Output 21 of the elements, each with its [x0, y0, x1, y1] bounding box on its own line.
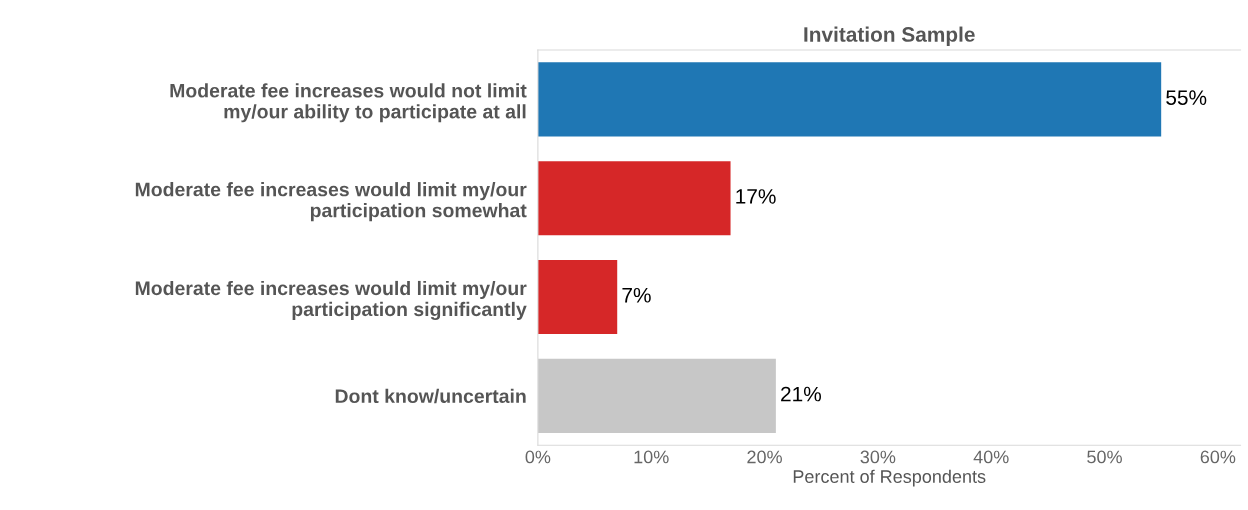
chart-title: Invitation Sample [804, 26, 975, 46]
x-tick-label: 0% [525, 450, 551, 464]
data-label: 55% [1166, 90, 1207, 105]
y-tick-label: Dont know/uncertain [335, 388, 526, 404]
x-tick-label: 50% [1087, 450, 1122, 464]
x-tick-label: 10% [634, 450, 669, 464]
data-label: 21% [781, 386, 821, 402]
x-tick-label: 40% [973, 450, 1009, 464]
data-label: 7% [622, 287, 651, 303]
bar [537, 62, 1162, 137]
bar [537, 358, 776, 433]
bar [537, 259, 618, 335]
x-tick-label: 30% [860, 450, 896, 464]
bar [537, 161, 731, 236]
x-tick-label: 20% [747, 450, 782, 464]
data-label: 17% [736, 189, 776, 204]
y-tick-label: Moderate fee increases would limit my/our participation somewhat [135, 182, 527, 222]
x-tick-label: 60% [1200, 450, 1236, 464]
y-tick-label: Moderate fee increases would not limit my/our ability to participate at all [170, 83, 527, 123]
x-axis-title: Percent of Respondents [793, 469, 986, 487]
y-tick-label: Moderate fee increases would limit my/our participation significantly [135, 280, 527, 321]
